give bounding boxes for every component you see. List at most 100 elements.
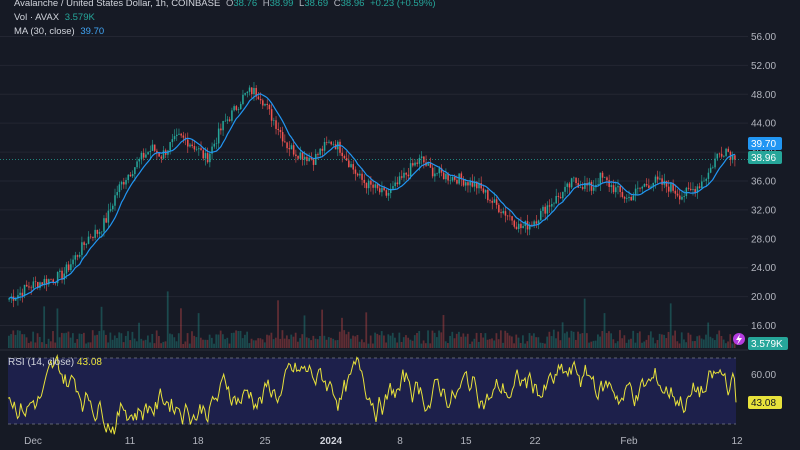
- volume-bar: [482, 337, 485, 348]
- volume-bar: [513, 343, 515, 348]
- candle-body: [469, 180, 471, 186]
- candle-body: [222, 121, 224, 131]
- candle-body: [648, 185, 650, 188]
- volume-bar: [645, 339, 648, 348]
- candle-body: [171, 139, 174, 143]
- candle-body: [694, 189, 696, 193]
- price-tick-label: 28.00: [751, 234, 776, 245]
- price-tick-label: 16.00: [751, 321, 776, 332]
- candle-body: [632, 195, 635, 201]
- low-label: L: [299, 0, 305, 9]
- volume-bar: [709, 336, 712, 348]
- volume-bar: [60, 332, 63, 348]
- volume-bar: [449, 335, 451, 348]
- volume-bar: [277, 300, 279, 348]
- candle-body: [259, 98, 262, 101]
- volume-bar: [257, 338, 260, 348]
- price-tick-label: 52.00: [751, 61, 776, 72]
- volume-bar: [610, 333, 613, 348]
- volume-bar: [215, 334, 218, 348]
- volume-bar: [237, 330, 240, 348]
- candle-body: [539, 210, 542, 221]
- volume-bar: [283, 338, 286, 348]
- ma-legend[interactable]: MA (30, close) 39.70: [14, 26, 107, 38]
- volume-bar: [535, 337, 538, 348]
- candle-body: [641, 186, 644, 189]
- candle-body: [528, 224, 531, 230]
- volume-bar: [100, 306, 103, 348]
- volume-bar: [349, 338, 352, 348]
- candle-body: [517, 223, 520, 230]
- candle-body: [83, 242, 85, 245]
- candle-body: [460, 173, 463, 180]
- volume-legend[interactable]: Vol · AVAX 3.579K: [14, 12, 98, 24]
- volume-bar: [577, 331, 579, 348]
- candle-body: [584, 182, 586, 189]
- volume-label: Vol · AVAX: [14, 12, 60, 23]
- candle-body: [487, 189, 489, 201]
- candle-body: [74, 255, 77, 260]
- candle-body: [107, 210, 110, 223]
- candle-body: [612, 185, 615, 193]
- volume-bar: [488, 339, 491, 348]
- close-price-pill: 38.96: [748, 151, 782, 164]
- candle-body: [160, 156, 163, 159]
- candle-body: [559, 196, 562, 199]
- volume-bar: [687, 332, 690, 348]
- volume-bar: [643, 341, 646, 348]
- volume-bar: [334, 340, 337, 348]
- candle-body: [498, 204, 500, 213]
- candle-body: [665, 180, 668, 187]
- candle-body: [683, 196, 685, 197]
- volume-bar: [378, 335, 381, 348]
- rsi-line: [7, 354, 737, 435]
- volume-bar: [356, 334, 359, 348]
- candle-body: [321, 148, 324, 151]
- candle-body: [690, 188, 692, 190]
- candle-body: [288, 148, 291, 150]
- volume-bar: [319, 336, 321, 348]
- candle-body: [140, 152, 143, 160]
- volume-bar: [248, 343, 251, 348]
- volume-bar: [499, 330, 502, 348]
- volume-bar: [700, 338, 703, 348]
- price-axis[interactable]: 56.0052.0048.0044.0040.0036.0032.0028.00…: [751, 32, 776, 381]
- volume-bar: [180, 308, 182, 348]
- candle-body: [407, 174, 410, 177]
- volume-bar: [537, 337, 540, 348]
- volume-bar: [358, 341, 361, 348]
- volume-bar: [473, 338, 476, 348]
- candle-body: [244, 93, 246, 95]
- candle-body: [187, 139, 189, 147]
- candle-body: [175, 134, 178, 137]
- candle-body: [14, 298, 17, 301]
- volume-bar: [255, 340, 257, 348]
- rsi-pill: 43.08: [748, 396, 782, 409]
- open-label: O: [225, 0, 234, 9]
- candle-body: [590, 181, 593, 191]
- volume-bar: [25, 337, 28, 348]
- volume-bar: [524, 343, 526, 348]
- candle-body: [220, 128, 222, 131]
- candle-body: [544, 206, 546, 214]
- price-tick-label: 56.00: [751, 32, 776, 43]
- candle-body: [716, 153, 719, 159]
- volume-bar: [206, 339, 209, 348]
- volume-bar: [433, 332, 436, 348]
- volume-bar: [116, 338, 118, 348]
- candle-body: [396, 182, 399, 185]
- volume-bar: [85, 343, 87, 348]
- candle-body: [535, 221, 538, 224]
- lightning-icon[interactable]: [733, 333, 745, 345]
- candle-body: [28, 286, 30, 288]
- high-value: 38.99: [269, 0, 294, 9]
- volume-bar: [718, 330, 721, 348]
- rsi-legend[interactable]: RSI (14, close) 43.08: [8, 357, 102, 368]
- volume-bar: [296, 341, 299, 348]
- candle-body: [270, 109, 273, 121]
- candle-body: [246, 91, 249, 94]
- volume-bar: [533, 333, 535, 348]
- date-axis[interactable]: Dec 11 18 25 2024 8 15 22 Feb 12: [24, 436, 743, 447]
- volume-bar: [241, 338, 244, 348]
